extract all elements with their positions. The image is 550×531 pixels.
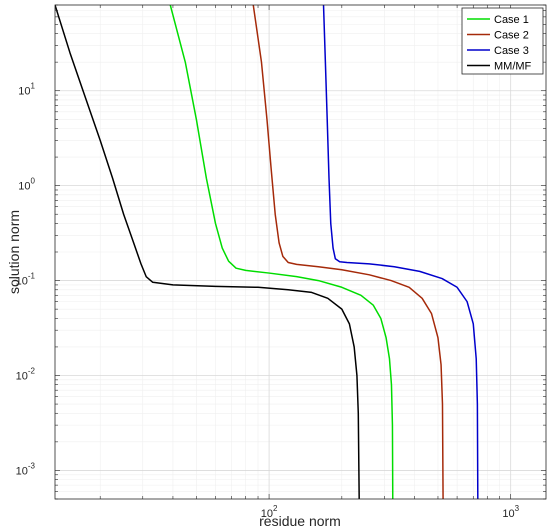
legend-label: Case 3: [494, 45, 529, 57]
x-tick-label-base: 10: [261, 508, 273, 520]
x-tick-label-exponent: 3: [515, 504, 520, 513]
series-line: [322, 5, 479, 499]
tick-marks: [55, 4, 546, 500]
x-tick-label-base: 10: [502, 508, 514, 520]
y-tick-label-exponent: -1: [28, 272, 36, 281]
y-tick-label-base: 10: [16, 465, 28, 477]
x-tick-label: 103: [502, 504, 519, 520]
x-tick-label-exponent: 2: [273, 504, 278, 513]
y-axis-label: solution norm: [6, 210, 22, 294]
y-tick-label-exponent: 1: [31, 82, 36, 91]
x-tick-labels: 102 103: [261, 504, 520, 520]
series-line: [252, 5, 444, 499]
y-tick-label: 101: [18, 82, 35, 98]
y-tick-label-base: 10: [18, 86, 30, 98]
y-tick-label-exponent: -2: [28, 367, 36, 376]
y-tick-label: 100: [18, 177, 35, 193]
y-tick-label-base: 10: [16, 371, 28, 383]
legend: Case 1 Case 2 Case 3 MM/MF: [461, 7, 544, 75]
y-tick-label: 10-2: [16, 367, 36, 383]
y-tick-label-base: 10: [16, 276, 28, 288]
y-tick-label-base: 10: [18, 181, 30, 193]
series-layer: [55, 5, 479, 499]
series-line: [169, 5, 394, 499]
legend-label: MM/MF: [494, 61, 532, 73]
series-line: [55, 5, 360, 499]
x-axis-label: residue norm: [259, 513, 341, 529]
y-tick-label-exponent: -3: [28, 461, 36, 470]
legend-label: Case 1: [494, 14, 529, 26]
grid-major: [55, 5, 546, 499]
y-tick-label-exponent: 0: [31, 177, 36, 186]
x-tick-label: 102: [261, 504, 278, 520]
legend-label: Case 2: [494, 30, 529, 42]
y-tick-label: 10-1: [16, 272, 36, 288]
y-tick-label: 10-3: [16, 461, 36, 477]
